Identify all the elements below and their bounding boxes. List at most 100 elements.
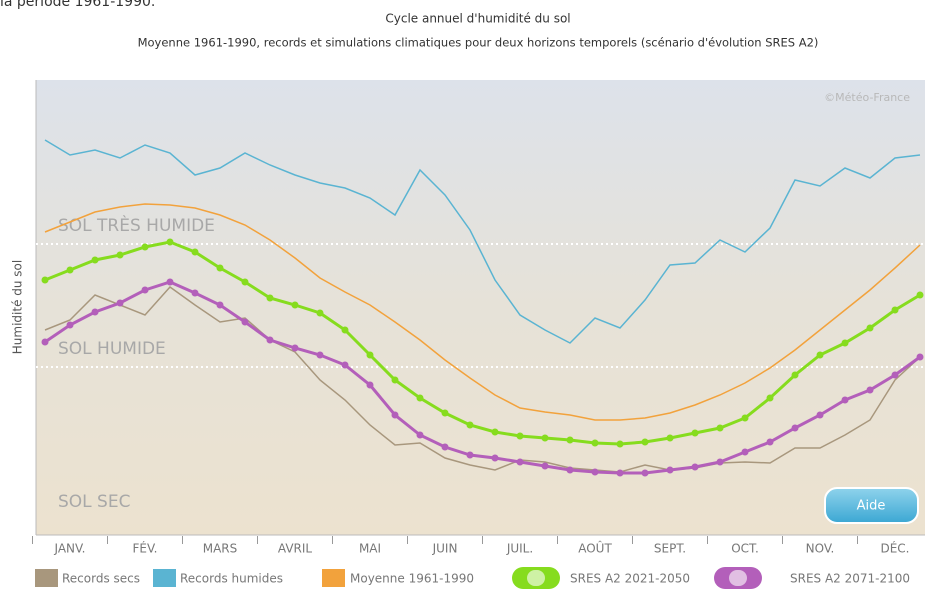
series-marker bbox=[366, 351, 374, 359]
zone-label: SOL TRÈS HUMIDE bbox=[58, 214, 215, 236]
series-line bbox=[44, 240, 921, 446]
series-marker bbox=[141, 286, 149, 294]
series-marker bbox=[741, 414, 749, 422]
series-marker bbox=[591, 439, 599, 447]
series-marker bbox=[291, 301, 299, 309]
x-tick-label: JUIL. bbox=[506, 542, 533, 556]
x-tick-label: NOV. bbox=[806, 542, 835, 556]
series-marker bbox=[391, 411, 399, 419]
zone-label: SOL SEC bbox=[58, 492, 130, 512]
help-button-label[interactable]: Aide bbox=[857, 499, 886, 514]
series-marker bbox=[891, 306, 899, 314]
x-tick-label: FÉV. bbox=[133, 541, 158, 556]
series-marker bbox=[191, 289, 199, 297]
series-marker bbox=[641, 469, 649, 477]
series-marker bbox=[241, 318, 249, 326]
series-marker bbox=[241, 278, 249, 286]
series-marker bbox=[541, 462, 549, 470]
legend-toggle-knob bbox=[527, 570, 545, 586]
chart-title: Cycle annuel d'humidité du sol bbox=[385, 12, 570, 26]
series-marker bbox=[41, 276, 49, 284]
series-marker bbox=[716, 424, 724, 432]
y-axis-label: Humidité du sol bbox=[11, 260, 25, 354]
series-marker bbox=[216, 301, 224, 309]
series-marker bbox=[216, 264, 224, 272]
series-marker bbox=[191, 248, 199, 256]
series-marker bbox=[791, 371, 799, 379]
series-marker bbox=[316, 351, 324, 359]
series-marker bbox=[741, 448, 749, 456]
series-marker bbox=[291, 344, 299, 352]
legend-swatch bbox=[153, 569, 176, 587]
series-marker bbox=[591, 468, 599, 476]
series-marker bbox=[816, 351, 824, 359]
series-marker bbox=[916, 353, 924, 361]
series-marker bbox=[866, 324, 874, 332]
series-line bbox=[44, 285, 921, 473]
series-marker bbox=[91, 256, 99, 264]
legend-swatch bbox=[322, 569, 345, 587]
series-marker bbox=[391, 376, 399, 384]
credit: ©Météo-France bbox=[824, 91, 910, 104]
series-marker bbox=[416, 394, 424, 402]
x-tick-label: DÉC. bbox=[880, 541, 909, 556]
help-button[interactable]: Aide bbox=[824, 487, 919, 524]
series-marker bbox=[791, 424, 799, 432]
series-marker bbox=[891, 371, 899, 379]
series-marker bbox=[266, 294, 274, 302]
x-tick-label: JANV. bbox=[54, 542, 86, 556]
x-tick-label: OCT. bbox=[731, 542, 759, 556]
series-line bbox=[44, 280, 921, 475]
legend-label: Records secs bbox=[62, 572, 140, 586]
series-marker bbox=[566, 436, 574, 444]
x-tick-label: SEPT. bbox=[654, 542, 686, 556]
series-marker bbox=[491, 428, 499, 436]
series-marker bbox=[166, 238, 174, 246]
series-marker bbox=[641, 438, 649, 446]
series-marker bbox=[866, 386, 874, 394]
series-marker bbox=[691, 463, 699, 471]
x-tick-label: JUIN bbox=[432, 542, 458, 556]
series-marker bbox=[316, 309, 324, 317]
series-marker bbox=[516, 458, 524, 466]
series-line bbox=[44, 139, 921, 344]
series-line bbox=[44, 203, 921, 421]
series-marker bbox=[441, 409, 449, 417]
series-marker bbox=[266, 336, 274, 344]
series-marker bbox=[466, 421, 474, 429]
series-marker bbox=[766, 438, 774, 446]
series-marker bbox=[141, 243, 149, 251]
series-marker bbox=[566, 466, 574, 474]
legend-label: Moyenne 1961-1990 bbox=[350, 572, 474, 586]
series-marker bbox=[41, 338, 49, 346]
series-marker bbox=[91, 308, 99, 316]
series-marker bbox=[841, 339, 849, 347]
series-marker bbox=[166, 278, 174, 286]
series-marker bbox=[341, 361, 349, 369]
series-marker bbox=[616, 440, 624, 448]
legend-swatch bbox=[35, 569, 58, 587]
legend-label: SRES A2 2071-2100 bbox=[790, 572, 910, 586]
series-marker bbox=[616, 469, 624, 477]
caption-fragment: la période 1961-1990. bbox=[0, 0, 155, 10]
series-marker bbox=[66, 266, 74, 274]
x-tick-label: AVRIL bbox=[278, 542, 313, 556]
series-marker bbox=[366, 381, 374, 389]
x-tick-label: MARS bbox=[203, 542, 238, 556]
series-marker bbox=[441, 443, 449, 451]
series-marker bbox=[66, 321, 74, 329]
series-marker bbox=[816, 411, 824, 419]
series-marker bbox=[116, 299, 124, 307]
series-marker bbox=[466, 451, 474, 459]
series-marker bbox=[666, 434, 674, 442]
legend-label: Records humides bbox=[180, 572, 283, 586]
series-marker bbox=[491, 454, 499, 462]
series-marker bbox=[341, 326, 349, 334]
series-marker bbox=[841, 396, 849, 404]
series-marker bbox=[691, 429, 699, 437]
series-marker bbox=[666, 466, 674, 474]
help-button-bg[interactable] bbox=[824, 487, 919, 524]
chart-subtitle: Moyenne 1961-1990, records et simulation… bbox=[138, 36, 819, 50]
